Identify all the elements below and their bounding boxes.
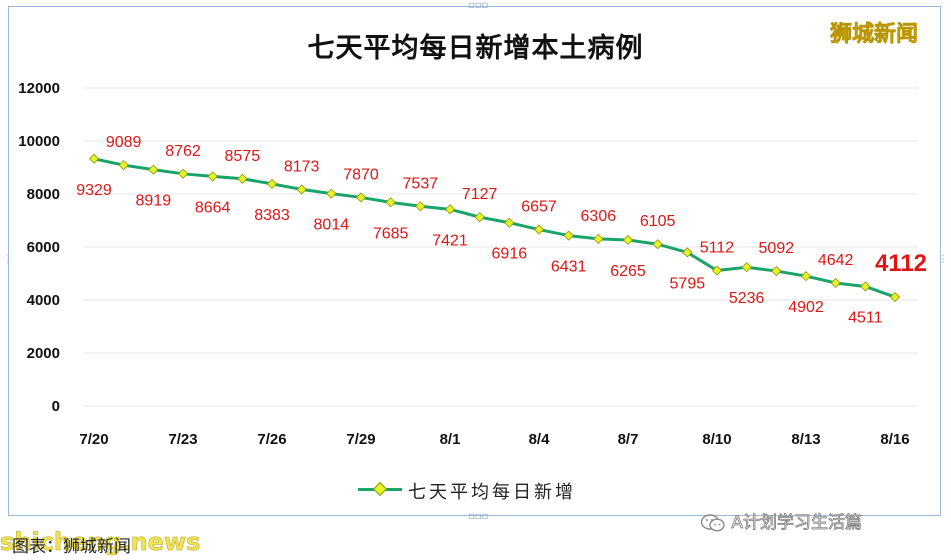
data-label-8-10: 5112 — [700, 240, 735, 257]
wechat-account-name: A计划学习生活篇 — [731, 513, 863, 534]
x-tick-label-8-7: 8/7 — [618, 431, 639, 448]
data-label-8-6: 6306 — [581, 208, 617, 225]
data-label-7-23: 8762 — [165, 143, 201, 160]
x-tick-label-8-16: 8/16 — [880, 431, 909, 448]
y-axis-ticks: 0 2000 4000 6000 8000 10000 12000 — [18, 80, 60, 415]
data-point-8-1 — [444, 204, 456, 215]
wechat-watermark: A计划学习生活篇 — [700, 508, 862, 534]
y-tick-label-2000: 2000 — [27, 345, 60, 362]
resize-handle-left[interactable]: ⋮ — [3, 254, 13, 265]
data-point-7-27 — [296, 184, 307, 195]
data-point-8-13 — [800, 271, 812, 282]
data-point-7-21 — [118, 160, 129, 171]
data-label-8-12: 5092 — [759, 240, 795, 257]
resize-handle-right[interactable]: ⋮ — [938, 254, 948, 265]
data-label-8-5: 6431 — [551, 259, 587, 276]
brand-logo: 狮城新闻 — [830, 22, 919, 48]
data-point-7-26 — [266, 178, 278, 189]
watermark-shicheng: shicheng.news — [0, 528, 201, 557]
data-point-8-16 — [889, 291, 901, 303]
data-label-7-26: 8383 — [254, 207, 290, 224]
y-tick-label-8000: 8000 — [27, 186, 60, 203]
legend-label: 七天平均每日新增 — [408, 482, 576, 503]
data-point-8-5 — [563, 230, 574, 241]
data-point-7-31 — [415, 201, 426, 212]
y-tick-label-12000: 12000 — [18, 80, 60, 97]
data-label-7-22: 8919 — [136, 193, 172, 210]
y-tick-label-10000: 10000 — [18, 133, 60, 150]
data-point-7-20 — [88, 153, 100, 164]
data-label-8-11: 5236 — [729, 290, 765, 307]
data-label-7-24: 8664 — [195, 199, 231, 216]
data-point-8-8 — [652, 239, 663, 250]
resize-handle-top[interactable]: ▫▫▫ — [468, 0, 489, 11]
chart-frame — [8, 6, 941, 516]
data-label-7-25: 8575 — [225, 148, 261, 165]
data-label-7-28: 8014 — [314, 217, 350, 234]
gridlines — [83, 87, 918, 407]
data-point-8-6 — [593, 233, 604, 244]
data-point-8-14 — [830, 277, 841, 289]
data-label-8-16: 4112 — [875, 250, 927, 277]
x-tick-label-8-1: 8/1 — [440, 431, 461, 448]
wechat-icon — [700, 514, 725, 532]
data-point-8-9 — [682, 247, 693, 258]
data-label-8-3: 6916 — [492, 246, 528, 263]
y-tick-label-0: 0 — [52, 398, 60, 415]
data-label-8-4: 6657 — [521, 199, 557, 216]
data-point-8-11 — [741, 262, 752, 273]
data-labels: 9329 9089 8919 8762 8664 8575 8383 8173 8014 7870… — [76, 134, 927, 326]
series-line-path — [93, 157, 896, 299]
data-label-8-15: 4511 — [848, 309, 883, 326]
x-axis-ticks: 7/20 7/23 7/26 7/29 8/1 8/4 8/7 8/10 8/13 8/16 — [79, 431, 909, 448]
x-tick-label-7-26: 7/26 — [257, 431, 286, 448]
data-point-7-24 — [207, 171, 218, 182]
resize-handle-bottom[interactable]: ▫▫▫ — [468, 511, 489, 522]
x-tick-label-7-20: 7/20 — [79, 431, 108, 448]
data-point-8-7 — [622, 234, 634, 246]
x-tick-label-8-10: 8/10 — [702, 431, 731, 448]
series-markers — [88, 153, 901, 303]
data-label-7-30: 7685 — [373, 225, 409, 242]
data-point-7-23 — [177, 168, 189, 179]
data-label-7-31: 7537 — [403, 175, 439, 192]
data-label-8-7: 6265 — [610, 263, 646, 280]
data-point-8-10 — [711, 265, 723, 276]
data-point-7-25 — [237, 173, 248, 184]
data-point-8-4 — [533, 224, 545, 235]
data-point-7-29 — [355, 192, 367, 203]
data-point-7-30 — [385, 197, 396, 208]
data-label-8-9: 5795 — [670, 275, 706, 292]
data-label-7-20: 9329 — [76, 182, 112, 199]
y-tick-label-4000: 4000 — [27, 292, 60, 309]
x-tick-label-8-13: 8/13 — [791, 431, 820, 448]
data-label-8-14: 4642 — [818, 252, 854, 269]
data-label-8-2: 7127 — [462, 186, 498, 203]
data-point-7-28 — [326, 188, 337, 199]
data-point-8-15 — [860, 281, 871, 292]
data-label-8-1: 7421 — [432, 232, 468, 249]
data-point-7-22 — [148, 164, 159, 175]
data-label-7-21: 9089 — [106, 134, 142, 151]
x-tick-label-8-4: 8/4 — [529, 431, 551, 448]
data-label-7-27: 8173 — [284, 158, 320, 175]
data-point-8-12 — [771, 265, 782, 277]
chart-title: 七天平均每日新增本土病例 — [307, 33, 644, 64]
x-tick-label-7-29: 7/29 — [346, 431, 375, 448]
source-credit: 图表：狮城新闻 — [12, 537, 131, 557]
x-tick-label-7-23: 7/23 — [168, 431, 197, 448]
y-tick-label-6000: 6000 — [27, 239, 60, 256]
data-label-8-8: 6105 — [640, 213, 676, 230]
series-line — [93, 157, 896, 299]
data-point-8-2 — [474, 212, 485, 223]
data-label-8-13: 4902 — [788, 299, 824, 316]
data-label-7-29: 7870 — [343, 166, 379, 183]
data-point-8-3 — [504, 217, 515, 228]
